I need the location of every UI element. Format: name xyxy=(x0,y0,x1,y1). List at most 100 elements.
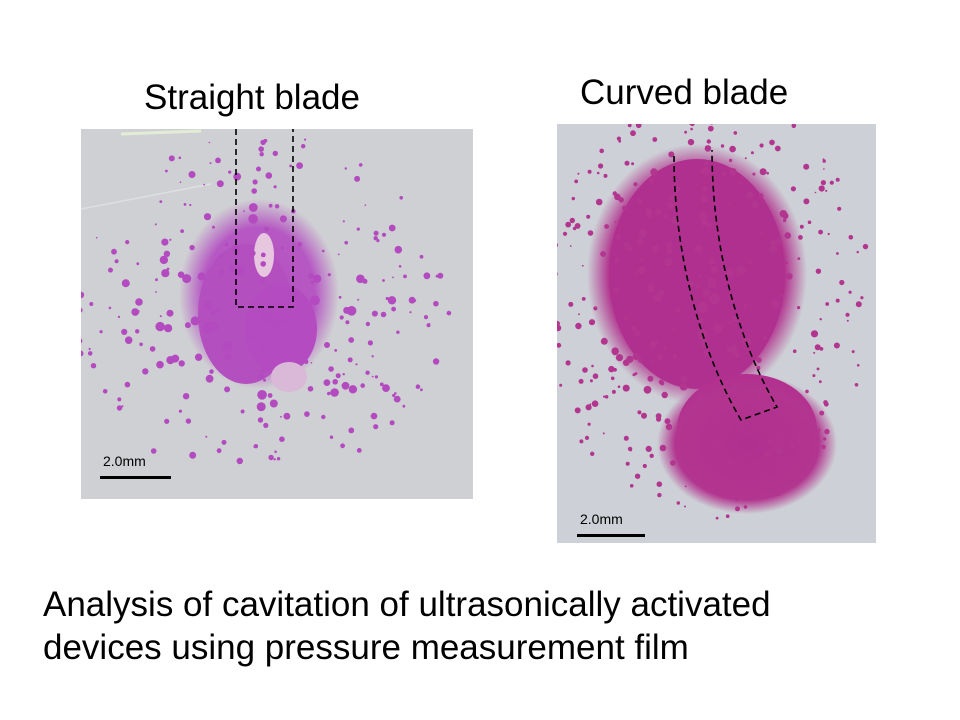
stain-dot xyxy=(574,179,579,184)
stain-dot xyxy=(848,290,852,294)
stain-dot xyxy=(348,337,355,343)
stain-dot xyxy=(396,330,400,334)
stain-dot xyxy=(365,370,370,375)
stain-dot xyxy=(178,409,182,413)
stain-dot xyxy=(108,267,113,273)
stain-dot xyxy=(224,242,229,247)
stain-dot xyxy=(797,306,801,310)
stain-dot xyxy=(600,337,608,345)
stain-dot xyxy=(641,412,647,419)
stain-dot xyxy=(816,367,820,371)
stain-dot xyxy=(661,391,668,399)
stain-dot xyxy=(380,311,387,318)
stain-dot xyxy=(575,322,582,330)
stain-dot xyxy=(135,298,143,306)
stain-dot xyxy=(166,356,175,365)
stain-dot xyxy=(712,440,716,445)
stain-dot xyxy=(624,160,630,166)
stain-dot xyxy=(392,276,394,279)
stain-dot xyxy=(669,238,673,241)
stain-dot xyxy=(735,506,740,512)
stain-dot xyxy=(102,389,108,394)
stain-dot xyxy=(690,127,693,131)
stain-dot xyxy=(388,224,396,232)
stain-dot xyxy=(260,252,266,258)
stain-dot xyxy=(825,189,828,192)
stain-dot xyxy=(121,279,130,288)
stain-dot xyxy=(798,235,803,240)
stain-dot xyxy=(768,244,778,254)
stain-dot xyxy=(697,302,709,313)
stain-dot xyxy=(280,415,282,418)
stain-dot xyxy=(792,349,797,353)
stain-dot xyxy=(756,366,761,370)
stain-dot xyxy=(233,172,242,181)
stain-dot xyxy=(276,457,281,461)
stain-dot xyxy=(312,274,322,283)
stain-dot xyxy=(203,183,206,186)
stain-dot xyxy=(308,273,314,279)
stain-dot xyxy=(623,241,630,248)
stain-dot xyxy=(244,333,247,336)
stain-dot xyxy=(684,130,687,134)
stain-dot xyxy=(649,177,654,182)
stain-dot xyxy=(713,482,720,489)
stain-dot xyxy=(604,395,609,399)
stain-dot xyxy=(819,318,822,321)
stain-dot xyxy=(728,321,732,325)
stain-dot xyxy=(819,410,825,416)
stain-dot xyxy=(289,164,293,168)
stain-dot xyxy=(184,322,191,329)
stain-dot xyxy=(303,359,309,364)
stain-dot xyxy=(629,484,634,488)
stain-dot xyxy=(399,196,404,200)
stain-dot xyxy=(274,204,280,209)
stain-dot xyxy=(818,380,822,384)
stain-dot xyxy=(784,408,787,412)
stain-dot xyxy=(589,379,593,383)
stain-dot xyxy=(557,325,562,332)
stain-dot xyxy=(371,310,378,317)
stain-dot xyxy=(651,245,659,252)
stain-dot xyxy=(562,231,568,236)
stain-dot xyxy=(587,422,591,426)
stain-dot xyxy=(666,202,674,210)
stain-dot xyxy=(348,385,358,394)
stain-dot xyxy=(726,269,734,277)
straight-blade-scale-line xyxy=(100,476,171,479)
stain-dot xyxy=(210,312,214,316)
stain-dot xyxy=(679,382,688,391)
stain-dot xyxy=(268,203,273,208)
stain-dot xyxy=(663,346,667,350)
stain-dot xyxy=(282,307,285,310)
stain-dot xyxy=(344,167,347,170)
stain-dot xyxy=(387,296,397,305)
stain-dot xyxy=(117,315,121,319)
stain-dot xyxy=(818,229,823,235)
stain-dot xyxy=(437,272,444,279)
stain-dot xyxy=(655,341,659,345)
stain-dot xyxy=(373,230,379,236)
stain-dot xyxy=(135,329,140,334)
stain-dot xyxy=(423,315,429,320)
stain-dot xyxy=(707,278,717,289)
stain-dot xyxy=(260,345,266,352)
stain-dot xyxy=(310,280,315,285)
stain-dot xyxy=(183,203,187,206)
stain-dot xyxy=(376,239,380,243)
stain-dot xyxy=(428,323,431,325)
stain-dot xyxy=(356,227,360,231)
stain-dot xyxy=(854,383,859,387)
stain-dot xyxy=(784,232,791,239)
stain-dot xyxy=(602,432,605,435)
stain-dot xyxy=(324,342,330,348)
stain-dot xyxy=(690,124,695,127)
stain-dot xyxy=(328,366,334,372)
stain-dot xyxy=(728,168,737,176)
stain-dot xyxy=(374,375,378,379)
stain-dot xyxy=(622,359,630,366)
stain-dot xyxy=(687,138,695,146)
stain-dot xyxy=(672,216,681,225)
stain-dot xyxy=(645,213,649,217)
stain-dot xyxy=(803,163,810,170)
